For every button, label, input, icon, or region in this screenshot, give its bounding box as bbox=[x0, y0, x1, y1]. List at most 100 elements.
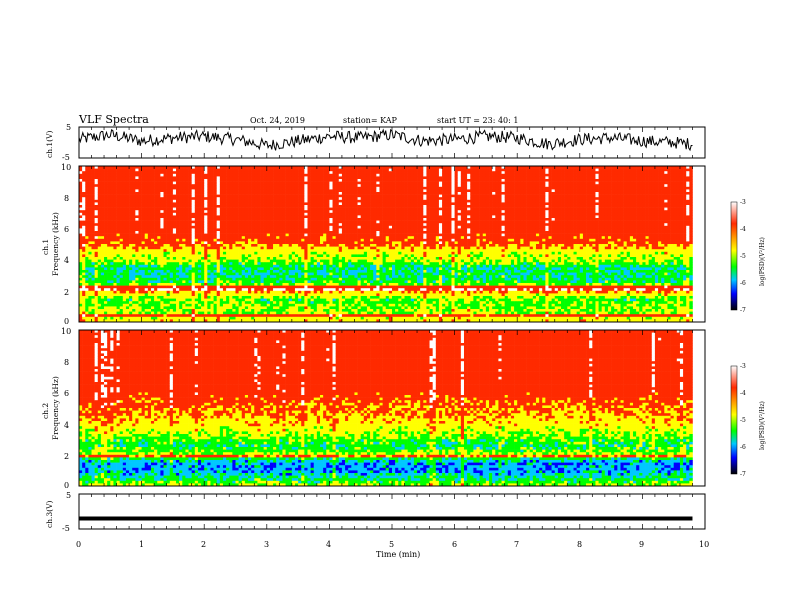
spectrogram-cell bbox=[201, 273, 204, 276]
spectrogram-cell bbox=[182, 169, 185, 172]
spectrogram-cell bbox=[104, 192, 107, 195]
spectrogram-cell bbox=[295, 317, 298, 320]
spectrogram-cell bbox=[123, 187, 126, 190]
spectrogram-cell bbox=[123, 314, 126, 317]
spectrogram-cell bbox=[267, 267, 270, 270]
spectrogram-cell bbox=[107, 267, 110, 270]
spectrogram-cell bbox=[245, 291, 248, 294]
spectrogram-cell bbox=[151, 262, 154, 265]
spectrogram-cell bbox=[292, 176, 295, 179]
spectrogram-cell bbox=[204, 244, 207, 247]
spectrogram-cell bbox=[98, 265, 101, 268]
spectrogram-cell bbox=[236, 293, 239, 296]
spectrogram-cell bbox=[220, 257, 223, 260]
spectrogram-cell bbox=[110, 241, 113, 244]
spectrogram-cell bbox=[182, 304, 185, 307]
spectrogram-cell bbox=[189, 195, 192, 198]
spectrogram-cell bbox=[270, 314, 273, 317]
spectrogram-cell bbox=[170, 314, 173, 317]
spectrogram-cell bbox=[201, 265, 204, 268]
spectrogram-cell bbox=[336, 265, 339, 268]
spectrogram-cell bbox=[323, 296, 326, 299]
spectrogram-cell bbox=[82, 249, 85, 252]
spectrogram-cell bbox=[270, 267, 273, 270]
spectrogram-cell bbox=[110, 306, 113, 309]
spectrogram-cell bbox=[148, 275, 151, 278]
spectrogram-cell bbox=[185, 218, 188, 221]
spectrogram-cell bbox=[79, 228, 82, 231]
spectrogram-cell bbox=[239, 236, 242, 239]
spectrogram-cell bbox=[329, 221, 332, 224]
spectrogram-cell bbox=[298, 226, 301, 229]
spectrogram-cell bbox=[195, 286, 198, 289]
spectrogram-cell bbox=[129, 314, 132, 317]
spectrogram-cell bbox=[251, 210, 254, 213]
spectrogram-cell bbox=[248, 239, 251, 242]
spectrogram-cell bbox=[320, 257, 323, 260]
spectrogram-cell bbox=[248, 236, 251, 239]
spectrogram-cell bbox=[185, 296, 188, 299]
spectrogram-cell bbox=[95, 171, 98, 174]
spectrogram-cell bbox=[129, 228, 132, 231]
spectrogram-cell bbox=[257, 236, 260, 239]
spectrogram-cell bbox=[82, 317, 85, 320]
spectrogram-cell bbox=[217, 301, 220, 304]
spectrogram-cell bbox=[179, 262, 182, 265]
spectrogram-cell bbox=[314, 260, 317, 263]
spectrogram-cell bbox=[148, 288, 151, 291]
spectrogram-cell bbox=[120, 317, 123, 320]
spectrogram-cell bbox=[236, 309, 239, 312]
spectrogram-cell bbox=[123, 241, 126, 244]
spectrogram-cell bbox=[170, 288, 173, 291]
spectrogram-cell bbox=[110, 236, 113, 239]
spectrogram-cell bbox=[236, 182, 239, 185]
spectrogram-cell bbox=[157, 239, 160, 242]
spectrogram-cell bbox=[301, 182, 304, 185]
spectrogram-cell bbox=[210, 288, 213, 291]
spectrogram-cell bbox=[307, 257, 310, 260]
spectrogram-cell bbox=[254, 200, 257, 203]
spectrogram-cell bbox=[104, 247, 107, 250]
spectrogram-cell bbox=[232, 218, 235, 221]
spectrogram-cell bbox=[245, 254, 248, 257]
spectrogram-cell bbox=[164, 223, 167, 226]
spectrogram-cell bbox=[204, 247, 207, 250]
spectrogram-cell bbox=[88, 231, 91, 234]
spectrogram-cell bbox=[242, 210, 245, 213]
spectrogram-cell bbox=[311, 192, 314, 195]
spectrogram-cell bbox=[82, 309, 85, 312]
spectrogram-cell bbox=[270, 184, 273, 187]
spectrogram-cell bbox=[251, 215, 254, 218]
spectrogram-cell bbox=[113, 184, 116, 187]
spectrogram-cell bbox=[148, 231, 151, 234]
spectrogram-cell bbox=[314, 299, 317, 302]
spectrogram-cell bbox=[104, 286, 107, 289]
spectrogram-cell bbox=[176, 257, 179, 260]
spectrogram-cell bbox=[204, 288, 207, 291]
spectrogram-cell bbox=[204, 171, 207, 174]
spectrogram-cell bbox=[192, 312, 195, 315]
spectrogram-cell bbox=[273, 288, 276, 291]
spectrogram-cell bbox=[117, 262, 120, 265]
spectrogram-cell bbox=[289, 213, 292, 216]
spectrogram-cell bbox=[298, 283, 301, 286]
spectrogram-cell bbox=[242, 247, 245, 250]
spectrogram-cell bbox=[333, 184, 336, 187]
ch1-spectrogram-panel: 0 2 4 6 8 10 ch.1 Frequency (kHz) bbox=[41, 163, 705, 326]
spectrogram-cell bbox=[301, 171, 304, 174]
spectrogram-cell bbox=[336, 205, 339, 208]
spectrogram-cell bbox=[82, 257, 85, 260]
spectrogram-cell bbox=[164, 273, 167, 276]
spectrogram-cell bbox=[189, 309, 192, 312]
spectrogram-cell bbox=[317, 184, 320, 187]
spectrogram-cell bbox=[323, 262, 326, 265]
spectrogram-cell bbox=[189, 278, 192, 281]
spectrogram-cell bbox=[120, 254, 123, 257]
spectrogram-cell bbox=[217, 283, 220, 286]
spectrogram-cell bbox=[123, 197, 126, 200]
spectrogram-cell bbox=[323, 317, 326, 320]
spectrogram-cell bbox=[239, 231, 242, 234]
spectrogram-cell bbox=[85, 239, 88, 242]
spectrogram-cell bbox=[185, 176, 188, 179]
spectrogram-cell bbox=[223, 286, 226, 289]
